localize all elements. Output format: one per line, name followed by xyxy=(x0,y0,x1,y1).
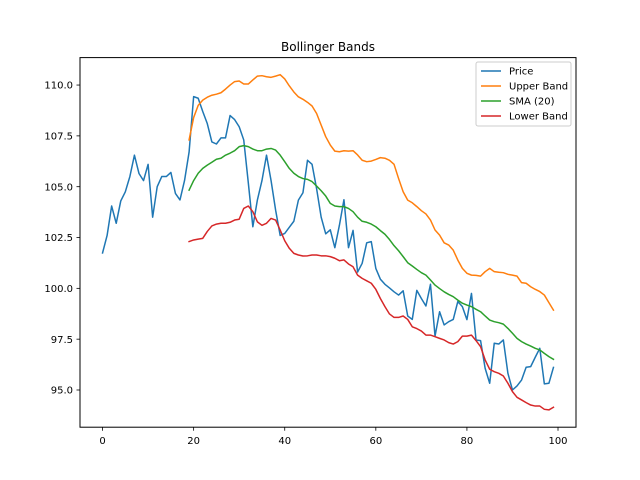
legend-items: Price Upper Band SMA (20) Lower Band xyxy=(481,67,568,123)
legend-label: Upper Band xyxy=(509,82,568,93)
series-line-sma-20 xyxy=(188,144,555,361)
y-tick-label: 95.0 xyxy=(51,386,73,397)
x-tick-label: 60 xyxy=(369,436,382,447)
x-tick-label: 40 xyxy=(278,436,291,447)
legend-box xyxy=(475,61,572,127)
x-tick-label: 80 xyxy=(461,436,474,447)
x-tick-label: 0 xyxy=(99,436,105,447)
y-tick-label: 107.5 xyxy=(44,131,73,142)
y-tick-label: 102.5 xyxy=(44,233,73,244)
y-axis: 95.0 97.5 100.0 102.5 105.0 107.5 110.0 xyxy=(44,81,80,397)
plot-area xyxy=(101,73,555,411)
legend-label: Lower Band xyxy=(509,112,568,123)
legend-label: Price xyxy=(509,67,533,78)
legend: Price Upper Band SMA (20) Lower Band xyxy=(475,61,572,127)
x-tick-label: 20 xyxy=(187,436,200,447)
chart-title: Bollinger Bands xyxy=(281,40,375,54)
y-tick-label: 100.0 xyxy=(44,284,73,295)
x-axis: 0 20 40 60 80 100 xyxy=(99,427,568,447)
legend-label: SMA (20) xyxy=(509,97,555,108)
series-line-price xyxy=(101,95,555,391)
series-line-upper-band xyxy=(188,73,555,312)
series-line-lower-band xyxy=(188,205,555,411)
x-tick-label: 100 xyxy=(548,436,567,447)
axes-frame xyxy=(79,57,577,428)
y-tick-label: 110.0 xyxy=(44,81,73,92)
y-tick-label: 105.0 xyxy=(44,182,73,193)
y-tick-label: 97.5 xyxy=(51,335,73,346)
